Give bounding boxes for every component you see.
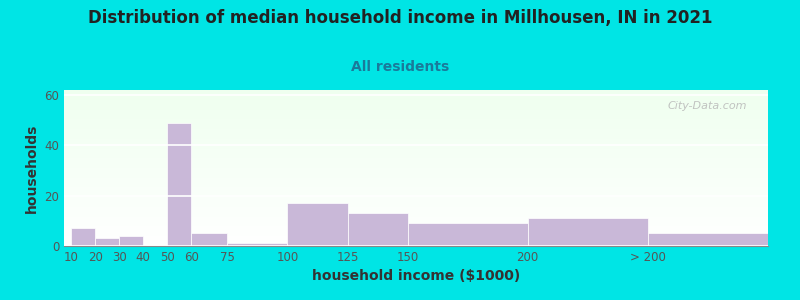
X-axis label: household income ($1000): household income ($1000): [312, 269, 520, 284]
Text: City-Data.com: City-Data.com: [667, 101, 747, 111]
Bar: [648, 233, 768, 246]
Bar: [191, 233, 227, 246]
Bar: [528, 218, 648, 246]
Bar: [95, 238, 119, 246]
Bar: [167, 123, 191, 246]
Text: All residents: All residents: [351, 60, 449, 74]
Bar: [227, 244, 287, 246]
Bar: [71, 228, 95, 246]
Bar: [407, 224, 528, 246]
Bar: [287, 203, 347, 246]
Text: Distribution of median household income in Millhousen, IN in 2021: Distribution of median household income …: [88, 9, 712, 27]
Bar: [119, 236, 143, 246]
Bar: [347, 213, 407, 246]
Y-axis label: households: households: [25, 123, 38, 213]
